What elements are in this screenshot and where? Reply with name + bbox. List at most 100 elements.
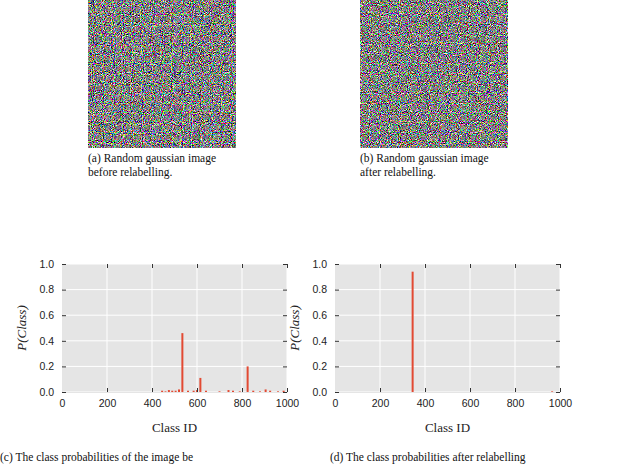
caption-line: before relabelling. [88, 166, 172, 179]
tick-label: 0.0 [312, 386, 327, 398]
grid-line [62, 392, 287, 393]
x-axis-top [336, 264, 561, 268]
x-axis: 0 200 400 600 800 1000 [333, 388, 573, 409]
tick [556, 315, 560, 316]
y-axis: 0.00.20.40.60.81.0 [39, 258, 66, 398]
x-axis-title: Class ID [425, 420, 470, 435]
tick-mark [470, 388, 471, 392]
bar [252, 391, 254, 392]
tick: 0.4 [312, 335, 339, 347]
tick [283, 392, 287, 393]
bar [412, 272, 414, 392]
tick-label: 0.8 [39, 283, 54, 295]
tick-label: 600 [462, 397, 480, 409]
tick [556, 366, 560, 367]
chart-caption: (d) The class probabilities after relabe… [330, 451, 526, 464]
tick: 800 [234, 388, 252, 409]
tick-mark [515, 264, 516, 268]
tick-mark [107, 388, 108, 392]
figure: (a) Random gaussian imagebefore relabell… [0, 0, 640, 467]
caption-line: after relabelling. [360, 166, 436, 179]
tick-label: 0.6 [39, 309, 54, 321]
tick: 800 [507, 388, 525, 409]
grid-line [152, 264, 153, 392]
tick [556, 290, 560, 291]
tick: 0.6 [312, 309, 339, 321]
tick-label: 0 [60, 397, 66, 409]
bar [187, 391, 189, 392]
tick-mark [283, 366, 287, 367]
noise-image [88, 0, 236, 148]
tick-label: 1.0 [39, 258, 54, 270]
y-axis-title: P(Class) [287, 305, 302, 352]
grid-line [335, 264, 336, 392]
tick-label: 400 [417, 397, 435, 409]
bar [199, 378, 201, 392]
tick-mark [62, 264, 66, 265]
tick-mark [283, 290, 287, 291]
tick-label: 400 [144, 397, 162, 409]
tick-label: 200 [99, 397, 117, 409]
image-caption: (a) Random gaussian imagebefore relabell… [88, 152, 216, 179]
tick: 0.4 [39, 335, 66, 347]
tick-label: 1000 [549, 397, 573, 409]
bar [277, 391, 279, 392]
tick: 0.0 [312, 386, 339, 398]
tick-mark [287, 264, 288, 268]
bar [175, 391, 177, 392]
noise-image [360, 0, 508, 148]
bar [551, 391, 553, 392]
tick-mark [560, 388, 561, 392]
chart: 020040060080010000.00.20.40.60.81.0Class… [0, 258, 299, 464]
tick [152, 264, 153, 268]
tick-mark [556, 290, 560, 291]
grid-line [380, 264, 381, 392]
bar [219, 391, 221, 392]
tick-mark [287, 388, 288, 392]
tick-mark [107, 264, 108, 268]
axis-line [560, 265, 561, 393]
axis-line [63, 264, 288, 265]
tick: 600 [462, 388, 480, 409]
tick-label: 0.2 [39, 360, 54, 372]
grid-line [62, 264, 287, 265]
x-axis-top [63, 264, 288, 268]
axis-line [336, 392, 561, 393]
grid-line [335, 340, 560, 341]
tick-label: 800 [507, 397, 525, 409]
grid-line [515, 264, 516, 392]
bar [178, 389, 180, 392]
plot-background [62, 264, 287, 392]
tick [283, 290, 287, 291]
image-caption: (b) Random gaussian imageafter relabelli… [360, 152, 489, 179]
grid-line [197, 264, 198, 392]
tick-label: 0.4 [312, 335, 327, 347]
tick-mark [62, 290, 66, 291]
tick: 200 [372, 388, 390, 409]
tick-mark [380, 388, 381, 392]
tick-label: 0.4 [39, 335, 54, 347]
tick: 200 [99, 388, 117, 409]
x-axis: 02004006008001000 [60, 388, 300, 409]
tick-mark [556, 366, 560, 367]
x-axis-title: Class ID [152, 420, 197, 435]
tick [556, 341, 560, 342]
plot-background [335, 264, 560, 392]
tick-mark [556, 341, 560, 342]
grid-line [335, 264, 560, 265]
tick: 0.8 [312, 283, 339, 295]
chart-caption: (c) The class probabilities of the image… [0, 451, 193, 464]
tick-label: 0 [333, 397, 339, 409]
tick-mark [556, 264, 560, 265]
tick-mark [470, 264, 471, 268]
tick [283, 366, 287, 367]
grid-line [62, 264, 63, 392]
tick-mark [380, 264, 381, 268]
y-axis-title: P(Class) [14, 305, 29, 352]
tick: 0.2 [312, 360, 339, 372]
tick-mark [335, 392, 339, 393]
bar [165, 391, 167, 392]
tick-label: 0.8 [312, 283, 327, 295]
axis-line [62, 265, 63, 393]
tick: 1000 [549, 388, 573, 409]
